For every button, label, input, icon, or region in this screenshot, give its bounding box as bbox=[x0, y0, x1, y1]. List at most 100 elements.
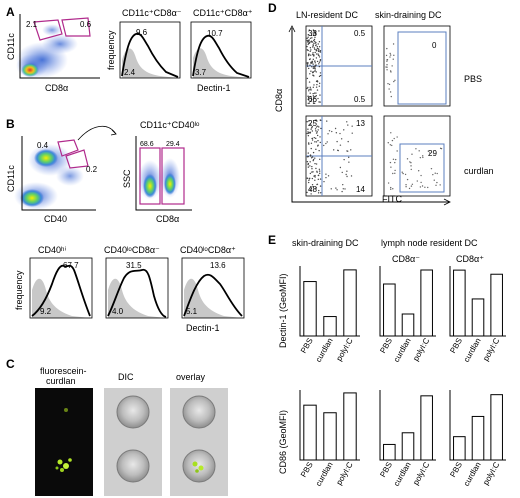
scatter-dot bbox=[308, 40, 310, 42]
scatter-dot bbox=[344, 188, 346, 190]
scatter-dot bbox=[351, 125, 353, 127]
scatter-dot bbox=[310, 61, 312, 63]
scatter-dot bbox=[332, 149, 335, 151]
scatter-dot bbox=[315, 86, 318, 88]
scatter-dot bbox=[316, 131, 318, 133]
scatter-dot bbox=[311, 71, 314, 74]
bar-polyi-c bbox=[490, 394, 503, 461]
b-hist2-top: 31.5 bbox=[126, 261, 142, 270]
bar-category-label: polyI:C bbox=[481, 336, 501, 362]
scatter-dot bbox=[306, 39, 308, 42]
scatter-dot bbox=[314, 32, 317, 35]
scatter-dot bbox=[388, 83, 391, 86]
scatter-dot bbox=[390, 166, 392, 168]
scatter-dot bbox=[313, 31, 316, 33]
b-ssc-gate-left: 68.6 bbox=[140, 141, 154, 148]
scatter-dot bbox=[307, 98, 309, 100]
a-y-axis-label: CD11c bbox=[6, 33, 16, 60]
scatter-dot bbox=[342, 188, 345, 190]
bar-category-label: polyI:C bbox=[411, 460, 431, 486]
scatter-dot bbox=[312, 101, 315, 103]
scatter-dot bbox=[318, 172, 321, 175]
scatter-dot bbox=[308, 90, 310, 92]
d-curdlan-skin-plot bbox=[383, 115, 451, 197]
scatter-dot bbox=[326, 120, 328, 122]
scatter-dot bbox=[309, 50, 311, 53]
a-hist2-title: CD11c⁺CD8α⁺ bbox=[193, 8, 253, 18]
scatter-dot bbox=[314, 67, 316, 69]
scatter-dot bbox=[309, 189, 311, 191]
scatter-dot bbox=[312, 158, 315, 161]
bar-category-label: curdlan bbox=[392, 461, 413, 488]
b-hist-y-label: frequency bbox=[14, 270, 24, 310]
scatter-dot bbox=[310, 100, 312, 102]
scatter-dot bbox=[311, 171, 313, 173]
scatter-dot bbox=[319, 72, 322, 74]
scatter-dot bbox=[417, 170, 420, 172]
scatter-dot bbox=[310, 147, 312, 150]
scatter-dot bbox=[309, 73, 311, 75]
bar-curdlan bbox=[323, 316, 337, 337]
scatter-dot bbox=[316, 89, 319, 91]
scatter-dot bbox=[340, 138, 343, 140]
e-ylabel-top: Dectin-1 (GeoMFI) bbox=[278, 273, 288, 348]
scatter-dot bbox=[392, 172, 394, 175]
scatter-dot bbox=[347, 140, 349, 143]
scatter-dot bbox=[416, 180, 418, 182]
scatter-dot bbox=[306, 45, 308, 48]
scatter-dot bbox=[392, 188, 394, 190]
bar-polyi-c bbox=[343, 269, 357, 337]
scatter-dot bbox=[389, 70, 392, 72]
scatter-dot bbox=[430, 167, 433, 170]
scatter-dot bbox=[316, 46, 318, 48]
d-curdlan-ln-ur: 13 bbox=[356, 119, 365, 128]
scatter-dot bbox=[410, 185, 413, 187]
scatter-dot bbox=[388, 88, 390, 90]
panel-label-a: A bbox=[6, 5, 15, 19]
e-sub-neg: CD8α⁻ bbox=[392, 254, 420, 264]
scatter-dot bbox=[318, 54, 320, 57]
scatter-dot bbox=[307, 49, 309, 52]
scatter-dot bbox=[319, 74, 322, 77]
scatter-dot bbox=[307, 181, 310, 184]
scatter-dot bbox=[310, 193, 312, 195]
b-x-axis-label: CD40 bbox=[44, 214, 67, 224]
scatter-dot bbox=[311, 168, 313, 170]
scatter-dot bbox=[307, 86, 309, 89]
scatter-dot bbox=[310, 157, 313, 159]
d-x-axis-label: FITC bbox=[382, 194, 402, 204]
scatter-dot bbox=[311, 46, 314, 48]
scatter-dot bbox=[319, 158, 321, 161]
scatter-dot bbox=[347, 156, 350, 159]
a-hist-x-label: Dectin-1 bbox=[197, 83, 231, 93]
scatter-dot bbox=[345, 173, 347, 176]
bar-axes bbox=[379, 266, 436, 337]
scatter-dot bbox=[316, 171, 318, 173]
scatter-dot bbox=[317, 48, 319, 50]
scatter-dot bbox=[312, 63, 314, 65]
scatter-dot bbox=[309, 86, 311, 89]
a-hist1-bottom: 2.4 bbox=[124, 68, 136, 77]
b-dot-plot bbox=[14, 136, 96, 211]
bar-category-label: curdlan bbox=[462, 337, 483, 364]
d-pbs-ln-ll: 66 bbox=[308, 95, 317, 104]
scatter-dot bbox=[308, 53, 310, 55]
panel-label-d: D bbox=[268, 1, 277, 15]
scatter-dot bbox=[307, 142, 310, 144]
scatter-dot bbox=[311, 125, 314, 128]
scatter-dot bbox=[328, 130, 331, 132]
scatter-dot bbox=[309, 131, 312, 134]
scatter-dot bbox=[434, 172, 436, 174]
bar-pbs bbox=[303, 404, 317, 461]
bar-axes bbox=[379, 390, 436, 461]
bar-polyi-c bbox=[490, 273, 503, 337]
scatter-dot bbox=[314, 34, 317, 36]
scatter-dot bbox=[316, 60, 319, 63]
scatter-dot bbox=[386, 64, 388, 66]
bar-category-label: PBS bbox=[299, 461, 315, 479]
scatter-dot bbox=[312, 92, 314, 95]
a-hist1-top: 9.6 bbox=[136, 28, 148, 37]
